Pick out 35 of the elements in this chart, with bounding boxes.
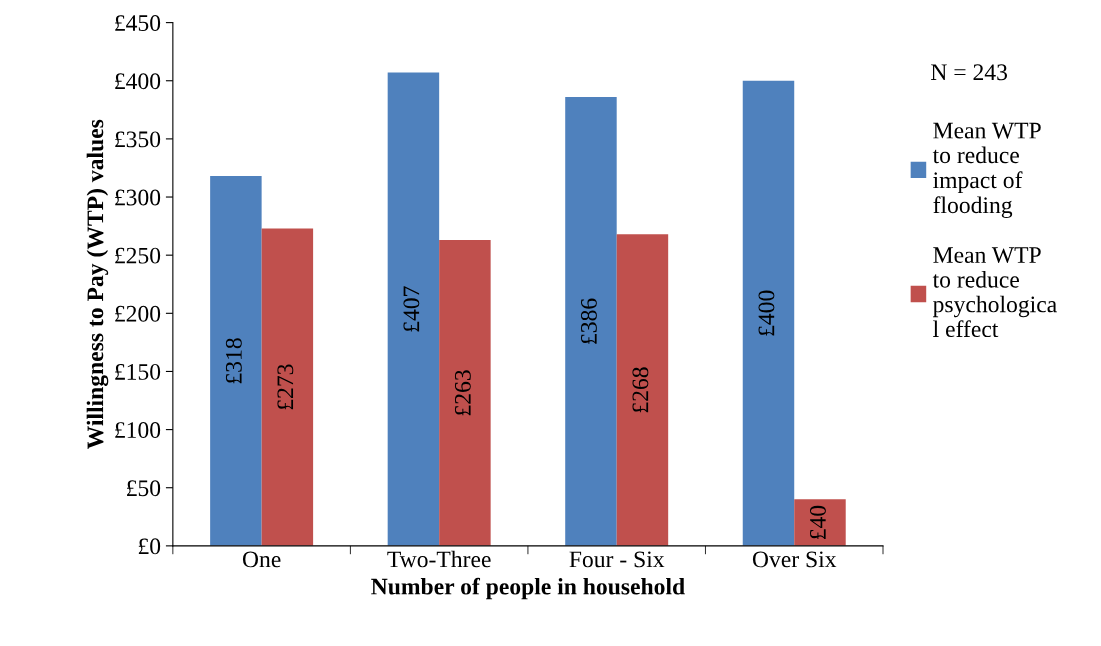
y-tick-label: £350 [115,131,161,148]
x-tick-label: Over Six [752,551,837,568]
legend-label: Mean WTP to reduce psychologica l effect [932,247,1057,338]
legend-label: Mean WTP to reduce impact of flooding [932,122,1041,219]
data-label: £386 [580,298,597,344]
bar [261,228,314,546]
y-tick-label: £0 [138,538,161,555]
data-label: £273 [277,364,294,410]
bar [565,97,617,546]
bar [794,499,846,546]
data-label: £318 [225,338,242,384]
y-tick-label: £250 [115,247,161,264]
y-tick-label: £200 [115,305,161,322]
bar [210,176,262,546]
x-axis-title: Number of people in household [371,577,685,600]
x-tick-label: One [242,551,281,568]
data-label: £268 [632,367,649,413]
y-tick-label: £300 [115,189,161,206]
bar [387,72,440,546]
data-label: £400 [758,290,775,336]
y-tick-label: £450 [115,15,161,32]
y-axis-title: Willingness to Pay (WTP) values [86,119,109,449]
bar [742,80,795,546]
bar [439,240,491,546]
data-label: £40 [809,505,826,539]
y-tick-label: £400 [115,73,161,90]
y-tick-label: £150 [115,363,161,380]
y-tick-label: £50 [127,480,161,497]
y-tick-label: £100 [115,422,161,439]
x-tick-label: Two-Three [387,550,491,568]
data-label: £407 [403,286,420,332]
data-label: £263 [454,370,471,416]
x-tick-label: Four - Six [569,551,665,568]
bar [616,234,669,546]
text: N = 243 [931,64,1008,81]
